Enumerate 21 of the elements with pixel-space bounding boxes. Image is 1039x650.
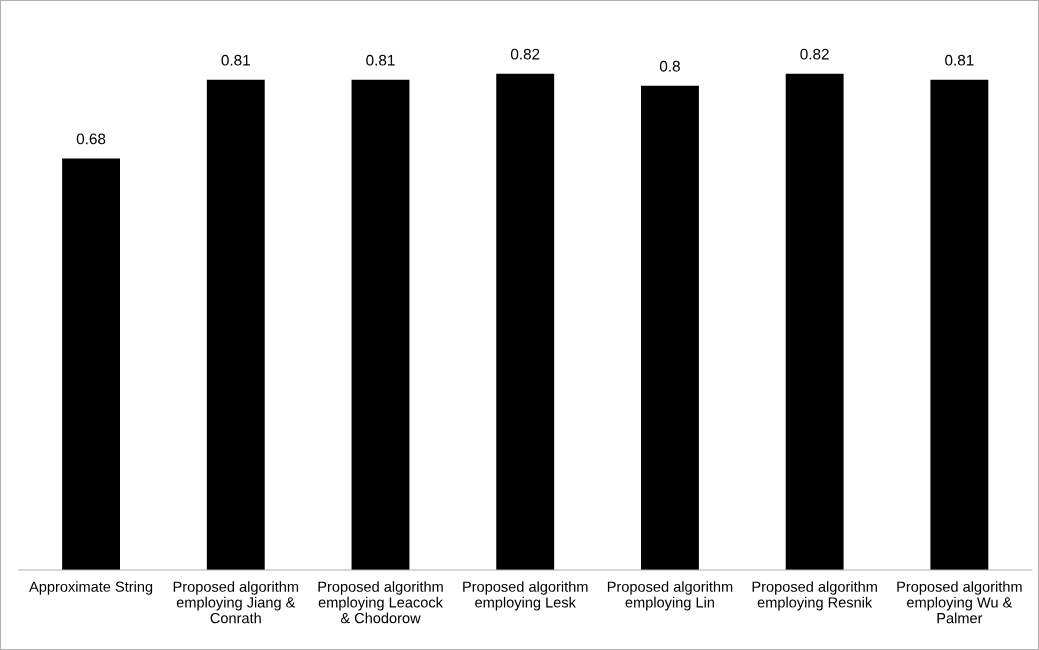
data-label: 0.82: [800, 48, 829, 60]
x-tick-label: Proposed algorithm employing Leacock & Chodorow: [318, 581, 443, 624]
data-label: 0.81: [221, 54, 250, 66]
data-label: 0.68: [76, 133, 106, 145]
bar: [351, 79, 410, 571]
x-tick-label: Proposed algorithm employing Resnik: [752, 581, 877, 611]
bar: [62, 158, 120, 571]
data-label: 0.81: [945, 54, 974, 66]
x-tick-label: Proposed algorithm employing Jiang & Conrath: [173, 581, 299, 624]
bar: [640, 85, 699, 571]
data-label: 0.82: [510, 48, 540, 60]
bar: [496, 73, 555, 571]
x-tick-label: Proposed algorithm employing Lesk: [463, 581, 588, 611]
data-label: 0.8: [659, 60, 680, 72]
bar: [785, 73, 844, 571]
x-tick-label: Approximate String: [29, 581, 153, 595]
bar: [206, 79, 265, 571]
x-tick-label: Proposed algorithm employing Wu & Palmer: [897, 581, 1022, 624]
data-label: 0.81: [366, 54, 395, 66]
x-tick-label: Proposed algorithm employing Lin: [607, 581, 733, 611]
bar: [930, 79, 989, 571]
